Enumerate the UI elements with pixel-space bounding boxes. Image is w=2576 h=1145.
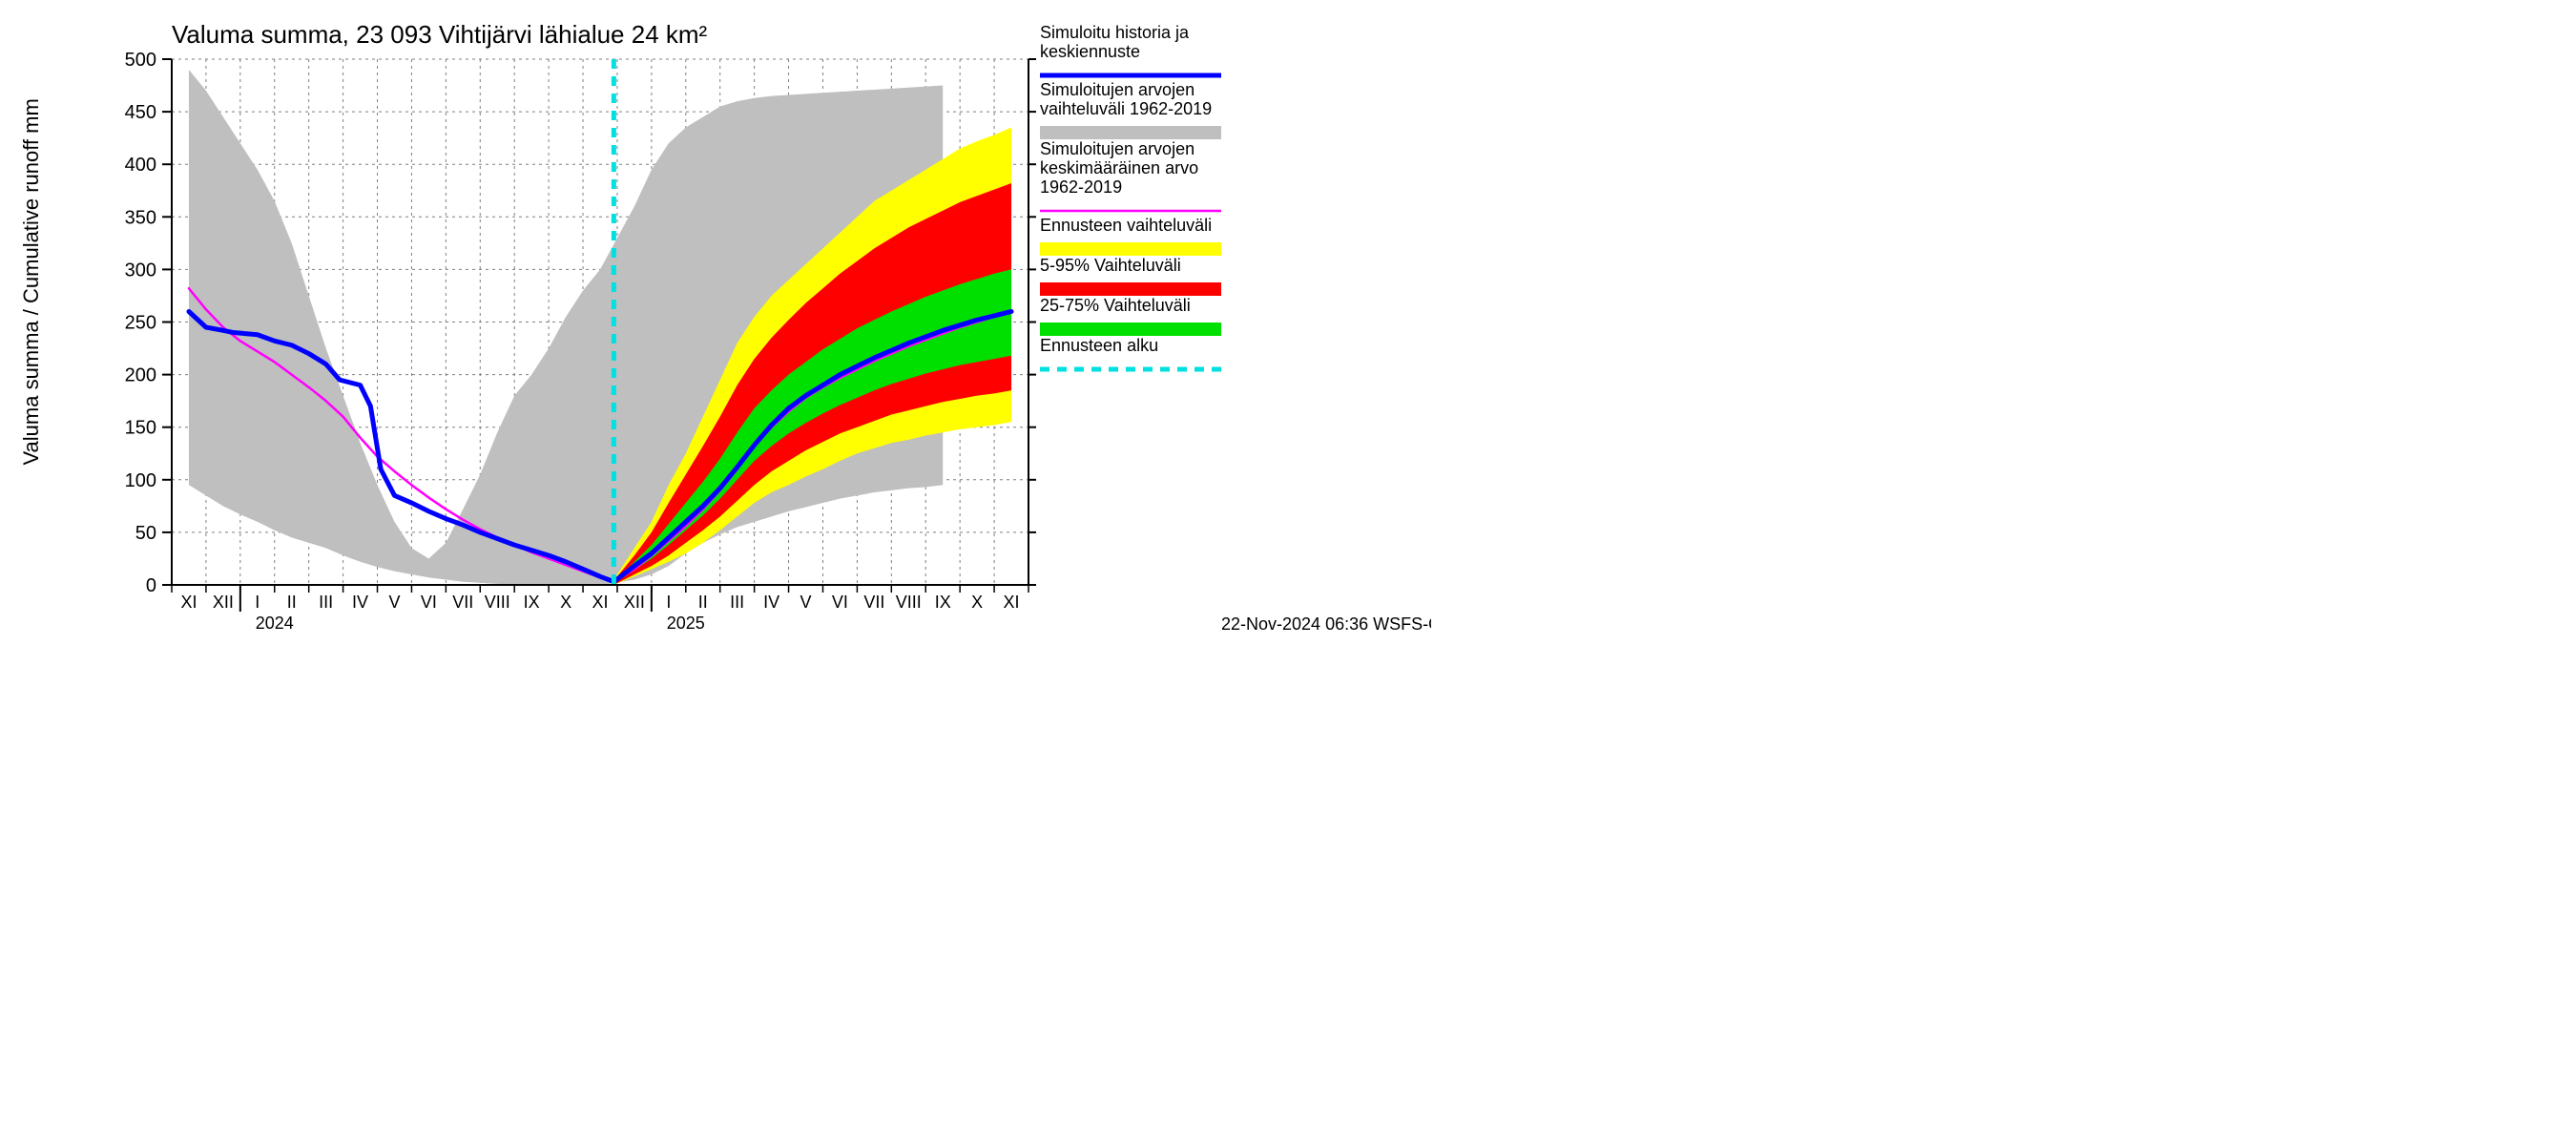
- legend-label: Simuloitujen arvojen: [1040, 80, 1195, 99]
- x-month-label: III: [319, 593, 333, 612]
- legend-label: keskimääräinen arvo: [1040, 158, 1198, 177]
- x-month-label: XI: [1004, 593, 1020, 612]
- x-month-label: II: [698, 593, 708, 612]
- x-year-label: 2024: [256, 614, 294, 633]
- x-month-label: V: [800, 593, 812, 612]
- y-tick-label: 100: [125, 470, 156, 491]
- legend-swatch: [1040, 282, 1221, 296]
- legend-label: Simuloitu historia ja: [1040, 23, 1190, 42]
- x-month-label: X: [971, 593, 983, 612]
- y-tick-label: 300: [125, 260, 156, 281]
- legend-swatch: [1040, 242, 1221, 256]
- cumulative-runoff-chart: 050100150200250300350400450500XIXIIIIIII…: [0, 0, 1431, 636]
- y-axis-label: Valuma summa / Cumulative runoff mm: [19, 98, 43, 465]
- legend-label: Ennusteen vaihteluväli: [1040, 216, 1212, 235]
- y-tick-label: 350: [125, 207, 156, 228]
- x-month-label: IV: [763, 593, 779, 612]
- legend-label: keskiennuste: [1040, 42, 1140, 61]
- legend-swatch: [1040, 126, 1221, 139]
- chart-footer: 22-Nov-2024 06:36 WSFS-O: [1221, 614, 1431, 634]
- y-tick-label: 150: [125, 418, 156, 439]
- x-month-label: IX: [524, 593, 540, 612]
- y-tick-label: 200: [125, 365, 156, 386]
- x-month-label: II: [287, 593, 297, 612]
- legend-label: 1962-2019: [1040, 177, 1122, 197]
- x-year-label: 2025: [667, 614, 705, 633]
- x-month-label: X: [560, 593, 571, 612]
- y-tick-label: 50: [135, 523, 156, 544]
- x-month-label: V: [388, 593, 400, 612]
- legend-label: Simuloitujen arvojen: [1040, 139, 1195, 158]
- x-month-label: VIII: [485, 593, 510, 612]
- x-month-label: IV: [352, 593, 368, 612]
- y-tick-label: 450: [125, 102, 156, 123]
- x-month-label: VI: [832, 593, 848, 612]
- x-month-label: XII: [213, 593, 234, 612]
- y-tick-label: 400: [125, 155, 156, 176]
- x-month-label: VIII: [896, 593, 922, 612]
- x-month-label: I: [255, 593, 260, 612]
- x-month-label: VI: [421, 593, 437, 612]
- x-month-label: VII: [452, 593, 473, 612]
- x-month-label: III: [730, 593, 744, 612]
- legend-label: Ennusteen alku: [1040, 336, 1158, 355]
- x-month-label: VII: [863, 593, 884, 612]
- legend-label: 5-95% Vaihteluväli: [1040, 256, 1181, 275]
- x-month-label: XII: [624, 593, 645, 612]
- x-month-label: XI: [592, 593, 608, 612]
- legend-label: 25-75% Vaihteluväli: [1040, 296, 1191, 315]
- chart-title: Valuma summa, 23 093 Vihtijärvi lähialue…: [172, 20, 708, 49]
- y-tick-label: 250: [125, 313, 156, 334]
- x-month-label: IX: [935, 593, 951, 612]
- x-month-label: I: [666, 593, 671, 612]
- legend-label: vaihteluväli 1962-2019: [1040, 99, 1212, 118]
- x-month-label: XI: [180, 593, 197, 612]
- y-tick-label: 0: [146, 575, 156, 596]
- y-tick-label: 500: [125, 50, 156, 71]
- legend-swatch: [1040, 323, 1221, 336]
